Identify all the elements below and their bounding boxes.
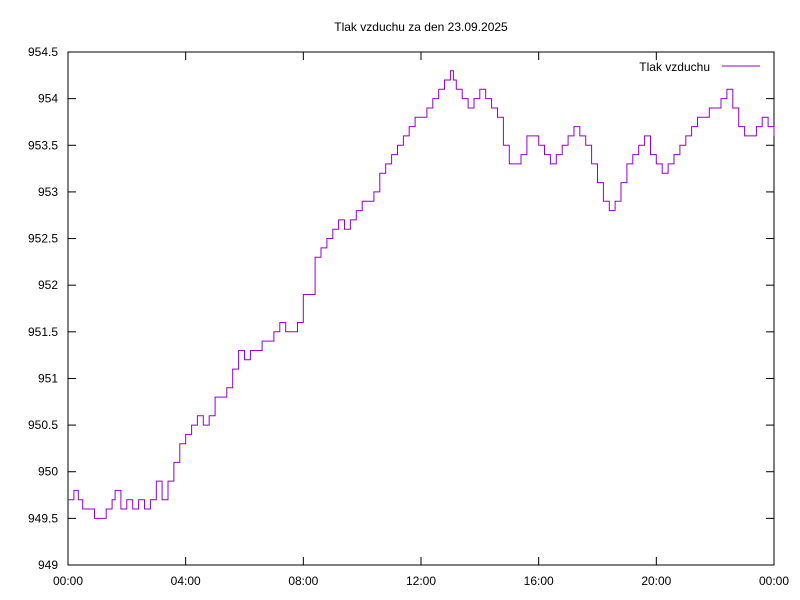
legend-label: Tlak vzduchu [639,60,710,74]
x-tick-label: 12:00 [406,574,436,588]
x-tick-label: 16:00 [524,574,554,588]
y-tick-label: 949 [38,558,58,572]
x-tick-label: 00:00 [759,574,789,588]
x-axis: 00:00 04:00 08:00 12:00 16:00 20:00 00:00 [53,52,789,588]
y-axis: 949 949.5 950 950.5 951 951.5 952 952.5 953 953.5… [28,45,774,572]
series-line-tlak-vzduchu [68,70,775,519]
y-tick-label: 950.5 [28,418,58,432]
x-tick-label: 00:00 [53,574,83,588]
x-tick-label: 20:00 [641,574,671,588]
y-tick-label: 950 [38,465,58,479]
x-tick-label: 04:00 [171,574,201,588]
y-tick-label: 951.5 [28,325,58,339]
y-tick-label: 949.5 [28,511,58,525]
y-tick-label: 953.5 [28,138,58,152]
y-tick-label: 954 [38,92,58,106]
y-tick-label: 954.5 [28,45,58,59]
y-tick-label: 953 [38,185,58,199]
y-tick-label: 951 [38,371,58,385]
chart-title: Tlak vzduchu za den 23.09.2025 [334,20,508,34]
x-tick-label: 08:00 [288,574,318,588]
y-tick-label: 952 [38,278,58,292]
y-tick-label: 952.5 [28,232,58,246]
legend: Tlak vzduchu [639,60,760,74]
